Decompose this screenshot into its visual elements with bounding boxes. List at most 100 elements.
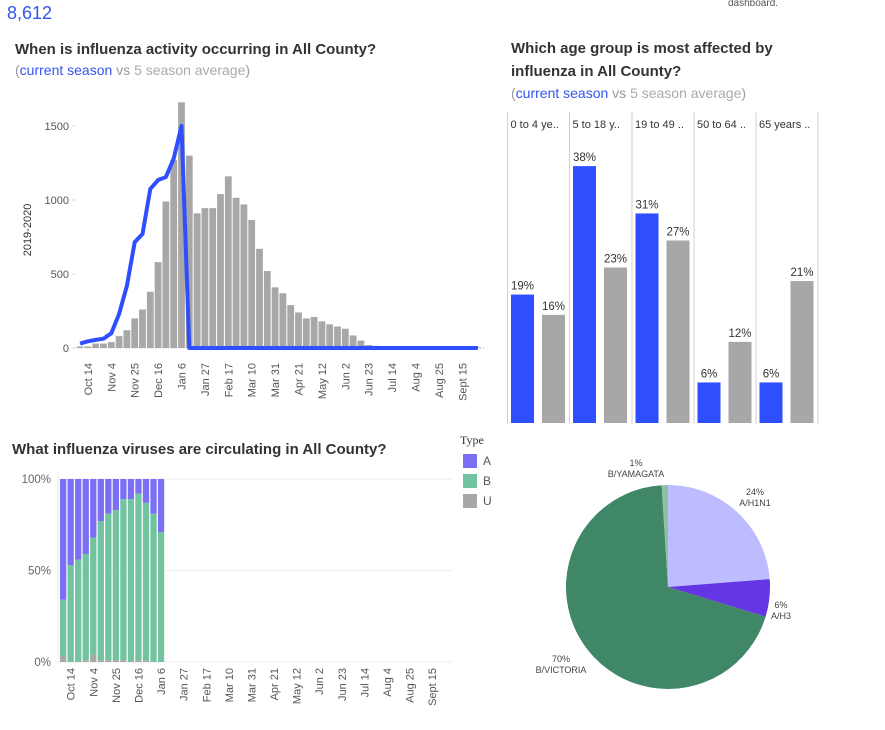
data-label: 6%	[763, 368, 780, 380]
average-bar	[162, 201, 170, 348]
x-tick-label: Apr 21	[269, 668, 281, 700]
average-bar	[100, 343, 107, 348]
vs-label: vs	[608, 85, 631, 101]
pie-pct: 70%	[551, 654, 570, 664]
legend-label: A	[483, 454, 492, 468]
data-label: 19%	[511, 281, 534, 293]
average-bar	[240, 204, 248, 348]
legend-swatch-b	[463, 474, 477, 488]
data-label: 6%	[701, 368, 718, 380]
vs-label: vs	[112, 62, 135, 78]
paren-open: (	[511, 85, 516, 101]
x-tick-label: Nov 4	[106, 363, 118, 392]
y-tick-label: 500	[51, 269, 69, 281]
pie-pct: 6%	[774, 600, 788, 610]
average-bar	[217, 194, 224, 348]
pie-slice-b-victoria[interactable]	[566, 485, 766, 690]
average-bar	[170, 160, 178, 348]
pie-pct: 24%	[745, 487, 764, 497]
age-group-header: 50 to 64 ..	[697, 119, 746, 131]
type-a-segment	[157, 479, 165, 533]
x-tick-label: Dec 16	[134, 668, 146, 703]
average-bar	[326, 324, 334, 348]
type-a-segment	[67, 479, 74, 566]
average-bar	[232, 197, 240, 348]
average-bar	[139, 309, 146, 348]
average-label: 5 season average	[630, 85, 742, 101]
pie-name: B/YAMAGATA	[607, 469, 665, 479]
legend-label: U	[483, 494, 492, 508]
current-season-label: current season	[515, 85, 609, 101]
legend-title: Type	[460, 433, 484, 447]
y-tick-label: 0%	[34, 657, 51, 669]
average-bar	[209, 208, 217, 348]
average-bar	[224, 176, 232, 348]
age-chart-title-line1: Which age group is most affected by	[511, 40, 773, 57]
type-u-segment	[97, 660, 104, 662]
average-bar	[131, 318, 139, 348]
type-a-segment	[112, 479, 120, 511]
current-season-bar	[635, 213, 659, 423]
average-bar	[318, 321, 326, 348]
type-a-segment	[127, 479, 135, 500]
current-season-line	[79, 124, 478, 350]
x-tick-label: Jul 14	[359, 668, 371, 697]
type-u-segment	[105, 660, 112, 662]
pie-name: A/H1N1	[739, 498, 771, 508]
x-tick-label: Aug 25	[405, 668, 417, 703]
type-b-segment	[120, 499, 127, 661]
x-tick-label: Jun 2	[340, 363, 352, 390]
legend-item-a[interactable]: A	[463, 454, 491, 468]
pie-slice-a-h3[interactable]	[668, 579, 770, 617]
x-tick-label: Jan 6	[156, 668, 168, 695]
pie-pct: 1%	[629, 458, 643, 468]
pie-name: B/VICTORIA	[535, 665, 587, 675]
legend-item-u[interactable]: U	[463, 494, 492, 508]
current-season-bar	[697, 382, 721, 423]
average-bar	[302, 318, 310, 348]
age-group-header: 0 to 4 ye..	[511, 119, 559, 131]
data-label: 27%	[666, 226, 689, 238]
average-bar	[146, 291, 154, 348]
x-tick-label: Jun 23	[337, 668, 349, 701]
age-group-header: 5 to 18 y..	[573, 119, 621, 131]
average-bar	[248, 219, 256, 348]
x-tick-label: May 12	[292, 668, 304, 704]
y-tick-label: 100%	[22, 474, 51, 486]
pie-slice-a-h1n1[interactable]	[668, 485, 770, 587]
type-b-segment	[82, 554, 89, 661]
average-bar	[263, 271, 271, 348]
type-b-segment	[105, 513, 112, 661]
type-a-segment	[97, 479, 104, 522]
x-tick-label: Oct 14	[83, 363, 95, 395]
average-bar	[107, 342, 115, 348]
average-bar	[76, 346, 84, 348]
y-tick-label: 0	[63, 343, 69, 355]
type-a-segment	[150, 479, 157, 514]
type-a-segment	[75, 479, 82, 560]
x-tick-label: Mar 31	[246, 668, 258, 702]
legend-item-b[interactable]: B	[463, 474, 491, 488]
x-tick-label: Aug 25	[434, 363, 446, 398]
x-tick-label: Apr 21	[294, 363, 306, 395]
pie-slice-b-yamagata[interactable]	[661, 485, 668, 587]
average-bar	[341, 328, 349, 348]
average-label: 5 season average	[134, 62, 246, 78]
x-tick-label: Feb 17	[201, 668, 213, 702]
pie-label-yamagata: 1% B/YAMAGATA	[606, 458, 666, 480]
data-label: 16%	[542, 301, 565, 313]
x-tick-label: Mar 31	[270, 363, 282, 397]
x-tick-label: Aug 4	[411, 363, 423, 392]
pie-name: A/H3	[770, 611, 791, 621]
x-tick-label: Jan 27	[179, 668, 191, 701]
average-bar	[92, 343, 100, 348]
average-bar	[201, 208, 209, 348]
average-bar	[310, 316, 318, 348]
type-u-segment	[60, 656, 67, 662]
activity-chart-title: When is influenza activity occurring in …	[15, 41, 377, 58]
average-bar	[185, 155, 193, 348]
type-u-segment	[82, 660, 89, 662]
case-count-kpi: 8,612	[7, 3, 53, 23]
x-tick-label: May 12	[317, 363, 329, 399]
